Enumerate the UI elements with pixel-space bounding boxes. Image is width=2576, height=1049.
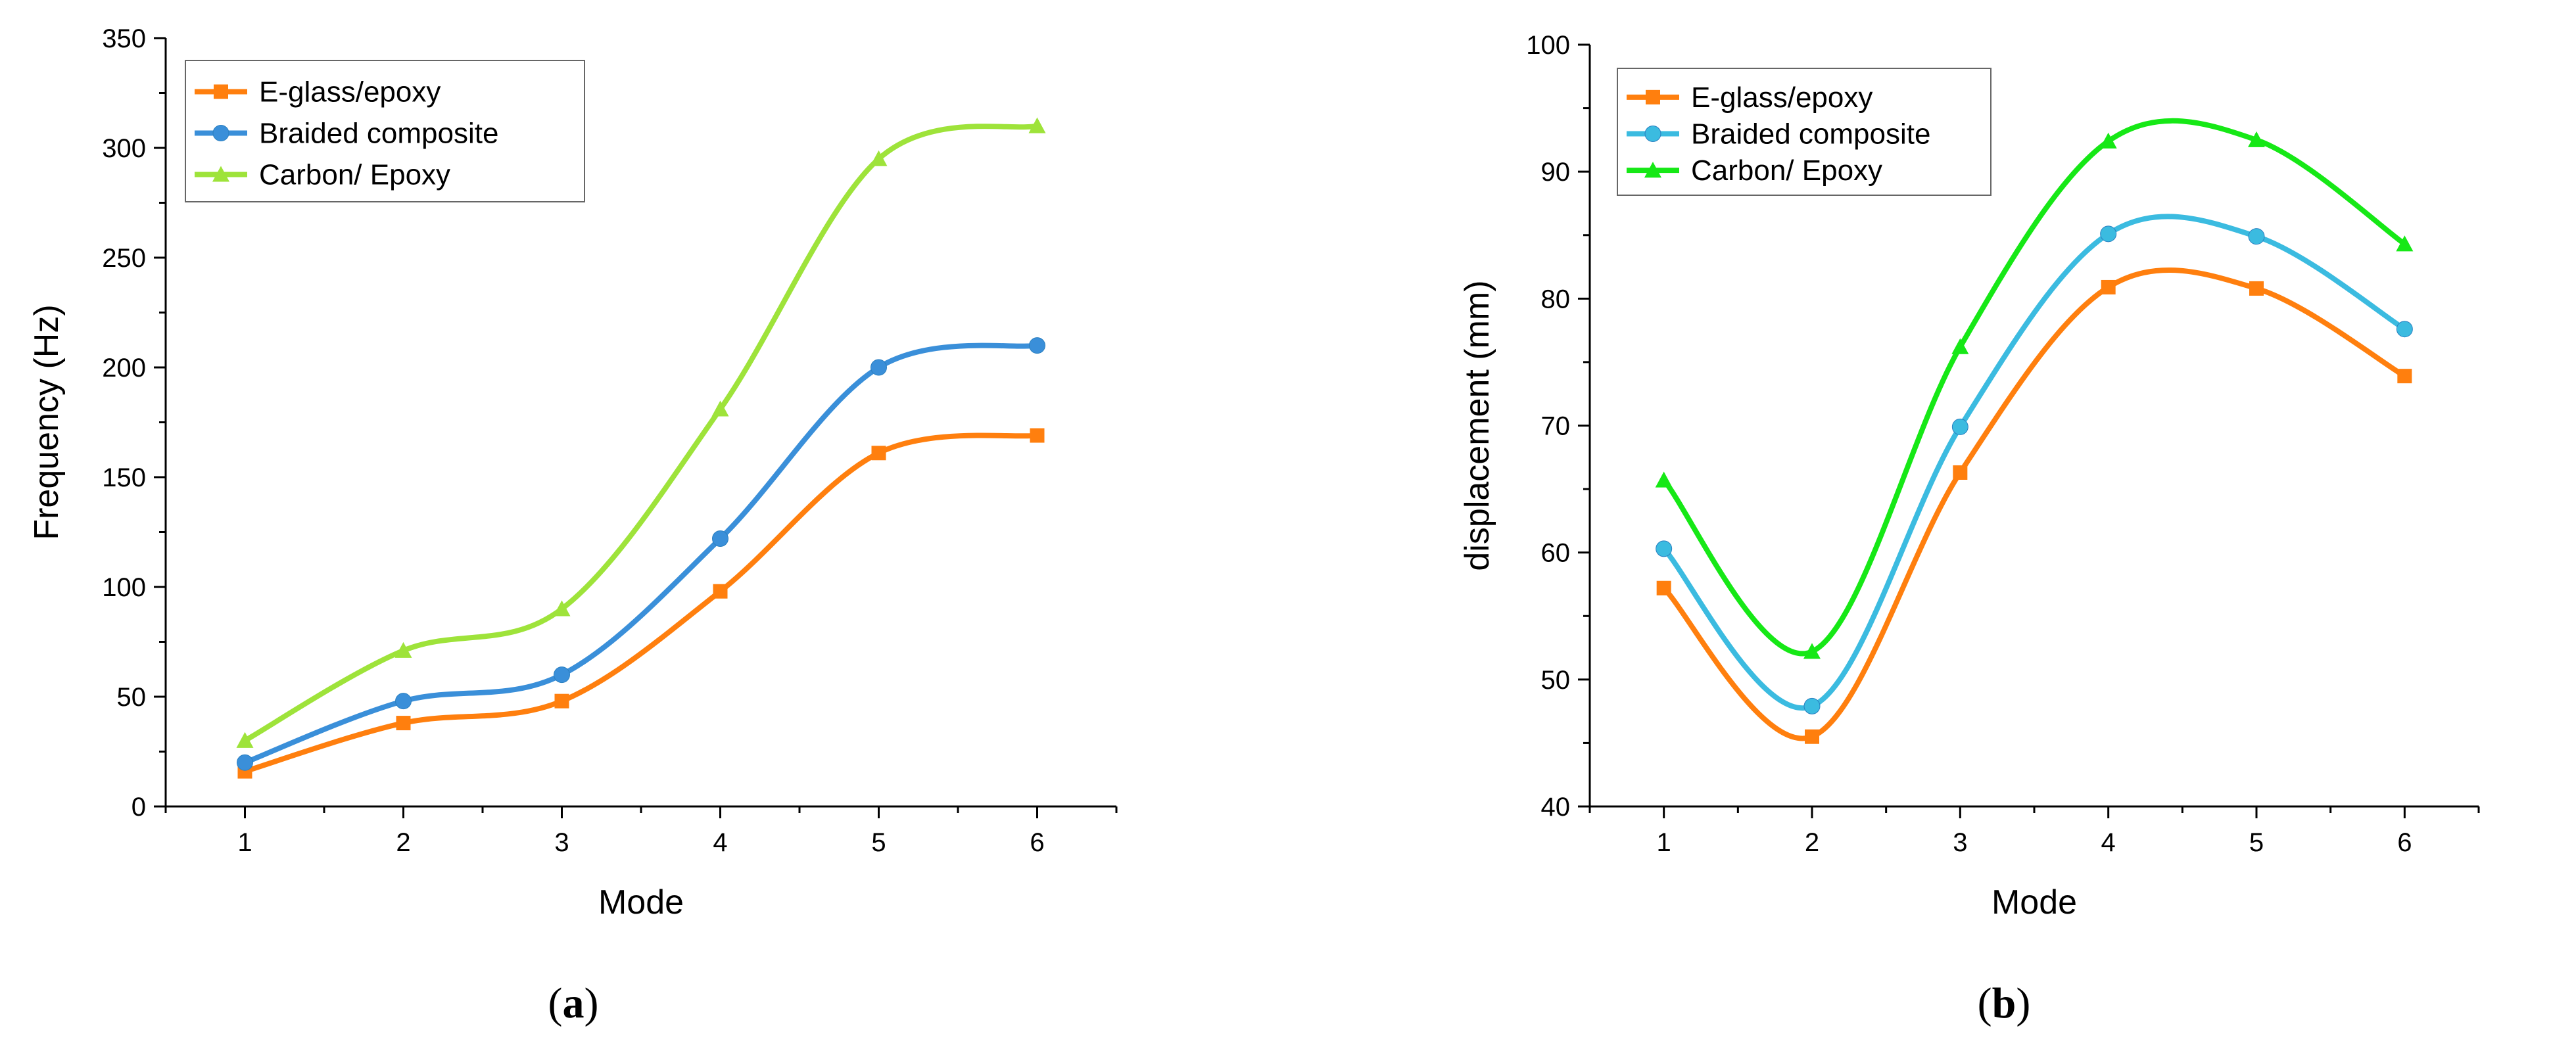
data-point [1030, 428, 1045, 443]
x-tick-label: 3 [1953, 828, 1967, 857]
x-axis-title: Mode [1992, 883, 2077, 921]
data-point [1655, 471, 1673, 488]
x-tick-label: 1 [1657, 828, 1671, 857]
data-point [2397, 369, 2412, 384]
y-tick-label: 40 [1541, 793, 1571, 822]
data-point [1803, 643, 1821, 659]
y-tick-label: 0 [131, 793, 146, 822]
data-point [236, 732, 254, 748]
legend-marker [1644, 126, 1661, 142]
x-tick-label: 4 [713, 828, 727, 857]
x-tick-label: 5 [871, 828, 886, 857]
data-point [2396, 235, 2414, 252]
y-tick-label: 60 [1541, 539, 1571, 568]
data-point [1656, 540, 1673, 557]
data-point [1029, 337, 1045, 354]
legend-label: E-glass/epoxy [259, 76, 441, 108]
series-line-2 [1661, 214, 2406, 711]
legend-box [1617, 68, 1992, 196]
y-tick-label: 90 [1541, 158, 1571, 187]
series-line-1 [244, 432, 1038, 774]
data-point [2101, 279, 2116, 294]
y-tick-label: 50 [117, 683, 147, 712]
data-point [1951, 418, 1968, 435]
data-point [2100, 225, 2117, 243]
legend-box [185, 60, 585, 202]
x-tick-label: 1 [237, 828, 252, 857]
y-tick-label: 80 [1541, 285, 1571, 314]
legend-label: Braided composite [1691, 118, 1930, 151]
data-point [554, 666, 570, 684]
legend-marker [212, 125, 229, 141]
x-tick-label: 2 [396, 828, 410, 857]
data-point [713, 584, 728, 599]
y-tick-label: 250 [102, 244, 146, 273]
chart-panel-b: 40 50 60 70 80 90 100 1 2 3 4 5 6 Mode displacement (m… [1458, 31, 2480, 1027]
data-point [1028, 117, 1046, 133]
series-line-2 [244, 342, 1038, 765]
panel-caption: (b) [1978, 979, 2031, 1027]
panel-caption: (a) [548, 979, 599, 1027]
series-line-3 [243, 123, 1038, 743]
data-point [1656, 580, 1671, 595]
data-point [1951, 338, 1969, 354]
data-point [1805, 729, 1819, 744]
legend-label: E-glass/epoxy [1691, 82, 1872, 114]
y-axis-title: Frequency (Hz) [28, 304, 66, 540]
data-point [2249, 281, 2264, 296]
data-point [2248, 131, 2265, 147]
data-point [553, 600, 571, 617]
data-point [395, 693, 412, 710]
x-tick-label: 4 [2101, 828, 2116, 857]
data-point [2396, 321, 2413, 338]
data-point [554, 693, 569, 709]
legend-label: Carbon/ Epoxy [259, 159, 450, 191]
data-point [1803, 697, 1821, 714]
data-point [2248, 228, 2265, 245]
y-tick-label: 300 [102, 134, 146, 163]
y-tick-label: 150 [102, 463, 146, 492]
series-line-1 [1661, 268, 2406, 741]
data-point [396, 716, 411, 731]
x-tick-label: 3 [554, 828, 569, 857]
x-axis-title: Mode [598, 883, 684, 921]
legend-marker [214, 84, 228, 99]
y-tick-label: 350 [102, 24, 146, 53]
data-point [870, 150, 888, 166]
chart-panel-a: 0 50 100 150 200 250 300 350 1 2 3 4 5 6 Mode Frequency… [28, 24, 1118, 1027]
data-point [2099, 132, 2117, 149]
legend-label: Braided composite [259, 118, 498, 150]
y-tick-label: 100 [1526, 31, 1570, 60]
y-tick-label: 70 [1541, 412, 1571, 441]
legend-label: Carbon/ Epoxy [1691, 154, 1882, 187]
y-axis-title: displacement (mm) [1458, 280, 1496, 571]
data-point [711, 400, 729, 417]
data-point [394, 641, 412, 658]
y-tick-label: 200 [102, 354, 146, 383]
x-tick-label: 2 [1805, 828, 1819, 857]
x-tick-label: 6 [1030, 828, 1044, 857]
series-line-3 [1661, 118, 2406, 657]
legend-marker [1646, 89, 1660, 105]
x-tick-label: 6 [2397, 828, 2412, 857]
y-tick-label: 100 [102, 573, 146, 602]
data-point [237, 754, 253, 771]
y-tick-label: 50 [1541, 666, 1571, 695]
data-point [871, 359, 887, 376]
data-point [871, 446, 886, 461]
x-tick-label: 5 [2249, 828, 2264, 857]
legend-marker [1644, 162, 1661, 178]
legend-marker [212, 166, 229, 182]
data-point [712, 530, 728, 548]
data-point [1953, 465, 1968, 480]
